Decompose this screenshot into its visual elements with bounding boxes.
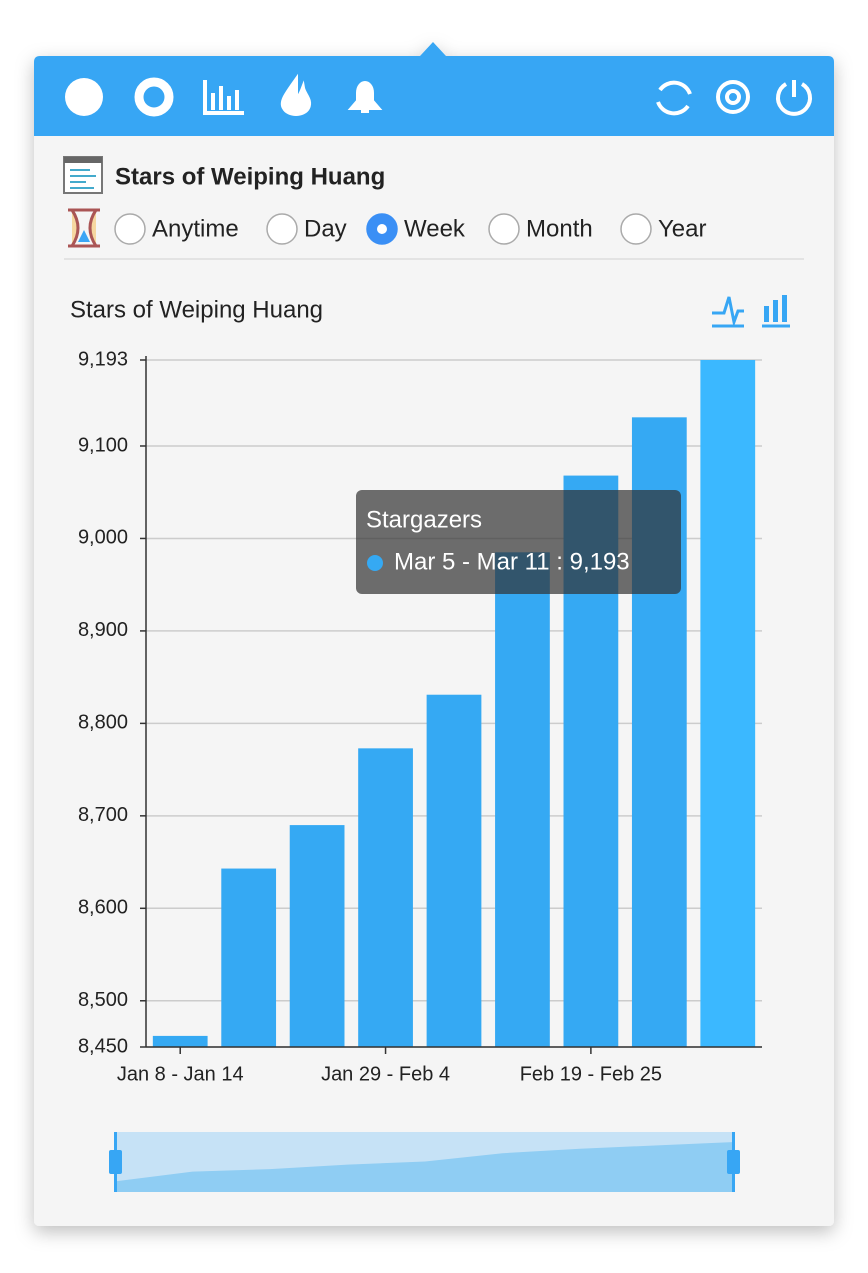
quit-icon[interactable] <box>776 80 812 116</box>
radio-label: Year <box>658 215 707 242</box>
bar <box>426 694 482 1047</box>
chart-type-switch <box>712 295 790 328</box>
radio-button[interactable] <box>488 213 520 245</box>
y-tick-label: 8,900 <box>78 619 128 641</box>
period-icon <box>68 208 100 248</box>
repo-title: Stars of Weiping Huang <box>115 163 385 190</box>
github-icon[interactable] <box>65 78 103 116</box>
repo-header: Stars of Weiping Huang <box>63 156 385 248</box>
radio-button[interactable] <box>114 213 146 245</box>
x-tick-label: Jan 29 - Feb 4 <box>321 1063 450 1085</box>
zoom-handle[interactable] <box>109 1150 122 1174</box>
tooltip <box>356 490 681 594</box>
y-tick-label: 8,800 <box>78 712 128 734</box>
bar <box>152 1035 208 1047</box>
period-selector: Anytime Day Week Month Year <box>114 213 707 245</box>
radio-dot <box>377 224 387 234</box>
x-tick-label: Jan 8 - Jan 14 <box>117 1063 244 1085</box>
toolbar <box>34 42 834 136</box>
chart: 8,450 8,500 8,600 8,700 8,800 8,900 9,000 9,100… <box>78 348 762 1192</box>
y-tick-label: 9,193 <box>78 348 128 370</box>
radio-label: Anytime <box>152 215 239 242</box>
y-tick-label: 8,450 <box>78 1035 128 1057</box>
trending-icon[interactable] <box>280 73 312 116</box>
y-tick-label: 8,500 <box>78 989 128 1011</box>
settings-icon[interactable] <box>716 80 750 114</box>
chart-icon[interactable] <box>203 80 244 115</box>
y-tick-label: 9,000 <box>78 527 128 549</box>
window: Stars of Weiping Huang Anytime Day Week Mon… <box>34 42 834 1226</box>
tooltip-text: Mar 5 - Mar 11 : 9,193 <box>394 548 630 575</box>
tooltip-marker <box>367 555 383 571</box>
bar <box>700 360 756 1047</box>
refresh-icon[interactable] <box>656 80 692 116</box>
chart-title: Stars of Weiping Huang <box>70 296 323 323</box>
x-tick-label: Feb 19 - Feb 25 <box>520 1063 662 1085</box>
radio-button[interactable] <box>620 213 652 245</box>
bar <box>495 552 550 1047</box>
zoom-preview-area <box>115 1142 735 1192</box>
y-tick-label: 8,700 <box>78 804 128 826</box>
bar <box>221 868 277 1047</box>
bar <box>289 825 345 1047</box>
radio-button[interactable] <box>266 213 298 245</box>
radio-label: Month <box>526 215 593 242</box>
repo-icon[interactable] <box>134 77 174 117</box>
zoom-handle[interactable] <box>727 1150 740 1174</box>
y-tick-label: 8,600 <box>78 897 128 919</box>
line-chart-toggle[interactable] <box>712 296 744 328</box>
toolbar-icons <box>65 73 812 117</box>
y-tick-label: 9,100 <box>78 434 128 456</box>
notification-icon[interactable] <box>347 80 383 113</box>
tooltip-title: Stargazers <box>366 506 482 533</box>
bar <box>358 748 413 1047</box>
radio-label: Day <box>304 215 347 242</box>
radio-label: Week <box>404 215 466 242</box>
